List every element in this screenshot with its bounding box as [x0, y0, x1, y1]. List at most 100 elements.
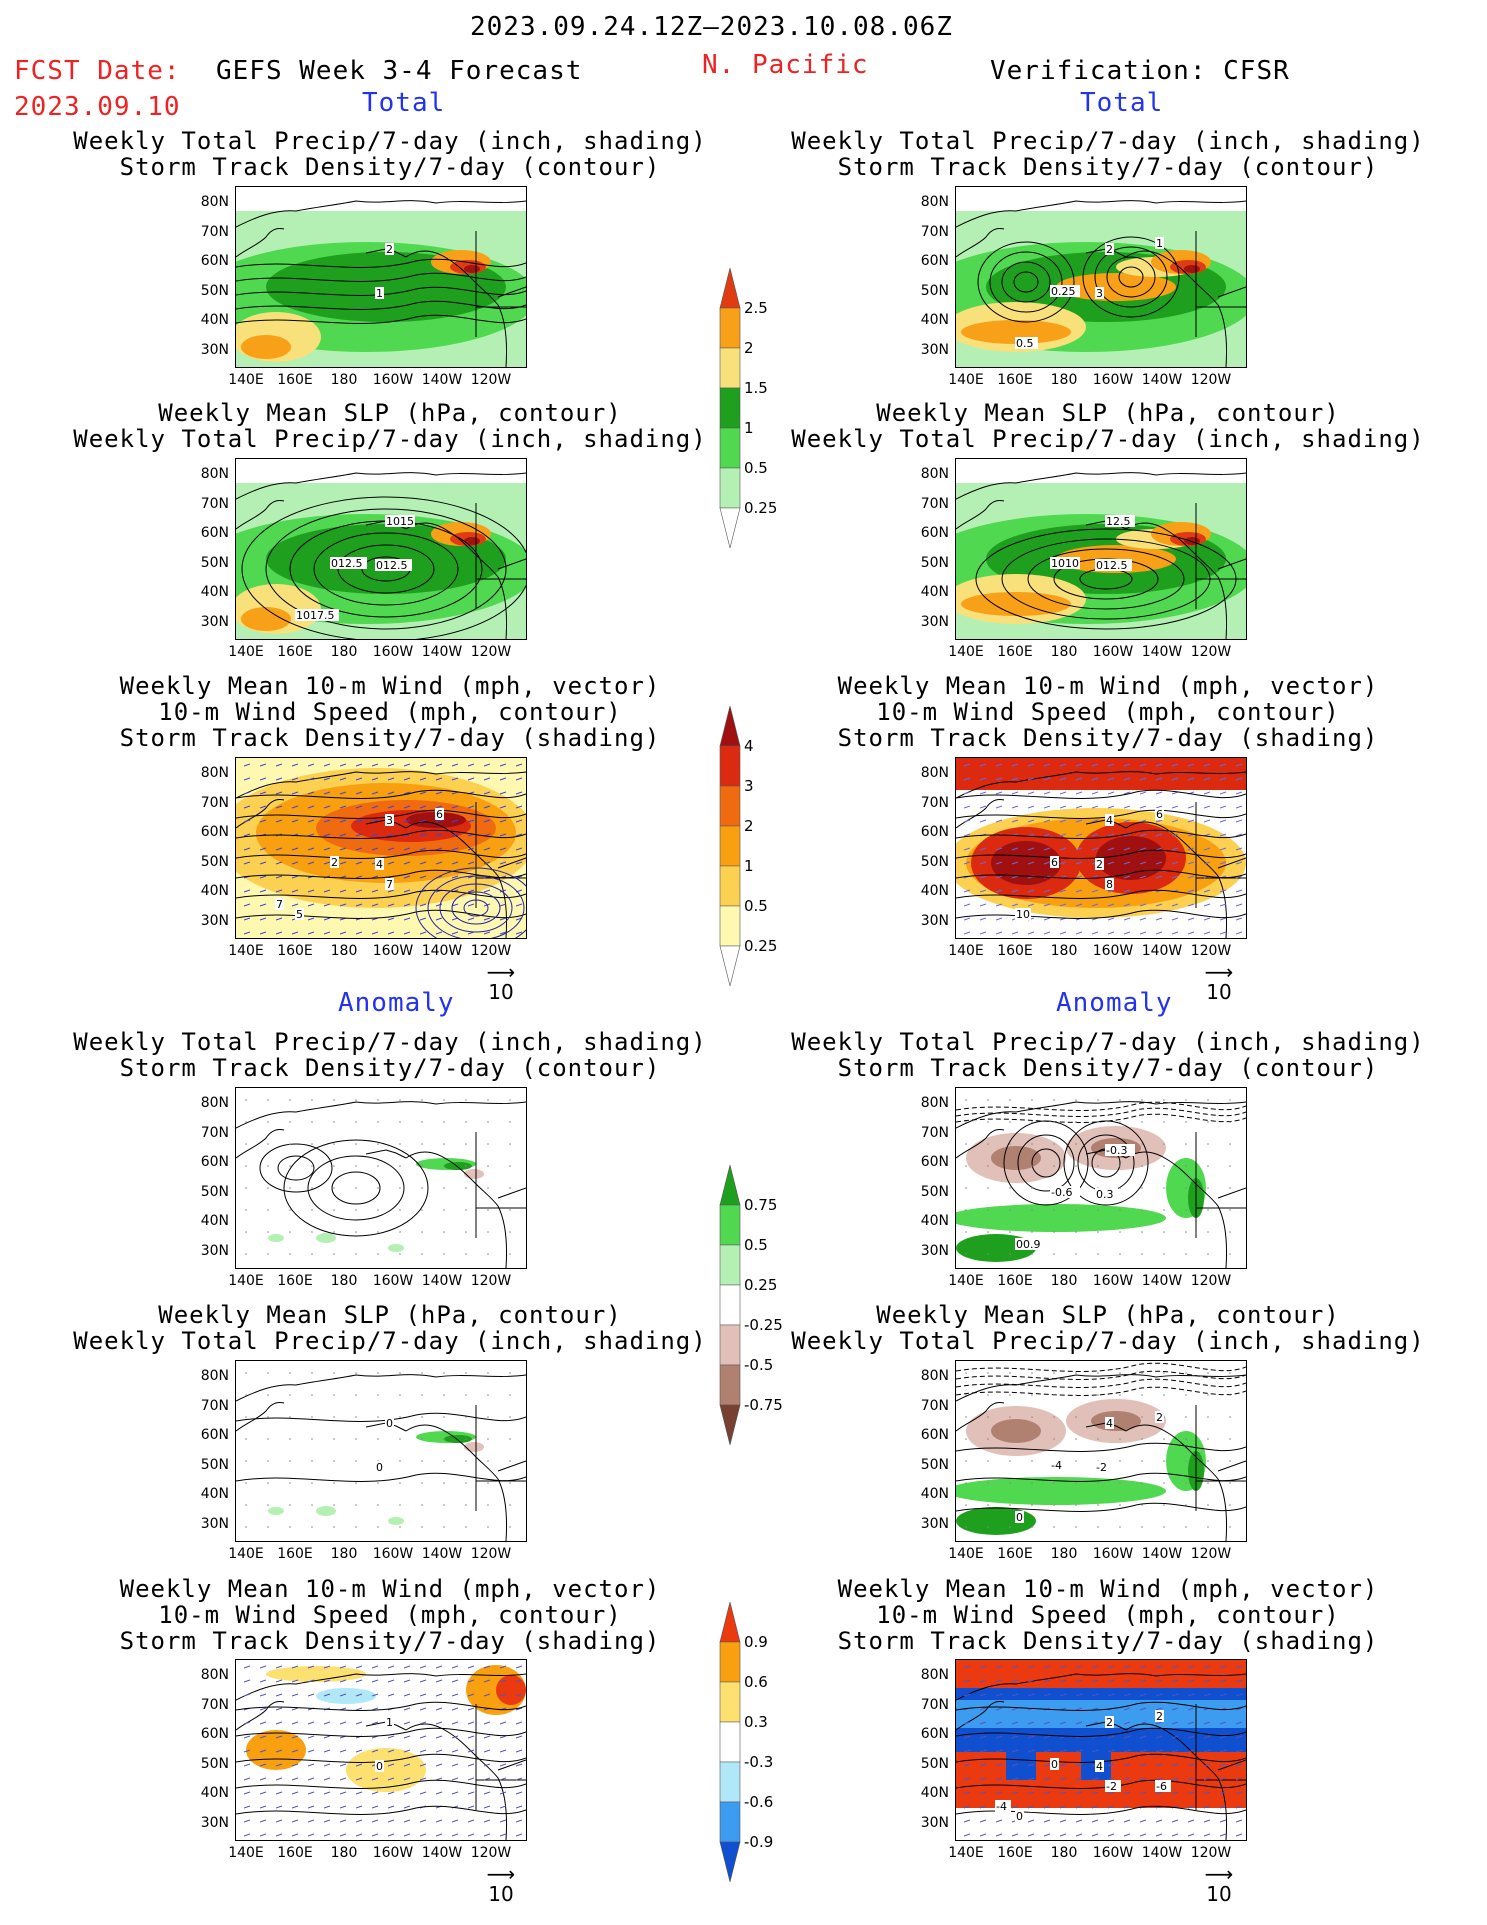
contour-label: 6 — [1051, 856, 1058, 869]
colorbar-label: 0.25 — [744, 937, 778, 955]
lon-tick-label: 160E — [997, 644, 1033, 660]
colorbar-label: 0.6 — [744, 1673, 768, 1691]
shade-region — [496, 1675, 526, 1705]
lat-tick-label: 40N — [920, 1486, 949, 1502]
lon-tick-label: 140W — [1141, 1273, 1183, 1289]
colorbar-track-total — [719, 705, 741, 987]
lon-tick-label: 160W — [1092, 943, 1134, 959]
lat-tick-label: 70N — [200, 1397, 229, 1414]
lon-tick-label: 120W — [470, 1845, 512, 1861]
lon-tick-label: 160W — [372, 644, 414, 660]
colorbar-swatch — [719, 825, 741, 867]
contour-lines — [956, 1101, 1246, 1123]
lon-tick-label: 180 — [330, 1546, 358, 1562]
vector-ref-label: 10 — [488, 980, 514, 1004]
colorbar-label: 2.5 — [744, 299, 768, 317]
colorbar-label: 0.75 — [744, 1196, 778, 1214]
contour-label: 4 — [1106, 814, 1113, 827]
colorbar-swatch — [719, 945, 741, 987]
lat-tick-label: 70N — [200, 495, 229, 512]
contour-label: 12.5 — [1106, 515, 1131, 528]
colorbar-precip-anomaly — [719, 1164, 741, 1446]
lat-tick-label: 80N — [200, 194, 229, 210]
colorbar-swatch — [719, 507, 741, 549]
contour-lines — [236, 1701, 526, 1815]
contour-lines — [956, 1701, 1246, 1815]
colorbar-label: 1 — [744, 419, 754, 437]
lat-tick-label: 80N — [920, 765, 949, 781]
fcst-date-label: FCST Date: — [14, 56, 181, 86]
lat-tick-label: 40N — [920, 1785, 949, 1801]
contour-label: 012.5 — [1096, 559, 1128, 572]
shade-region — [346, 1748, 426, 1792]
colorbar-label: -0.75 — [744, 1396, 783, 1414]
lon-tick-label: 180 — [330, 644, 358, 660]
lat-tick-label: 70N — [200, 223, 229, 240]
colorbar-swatch — [719, 785, 741, 827]
colorbar-swatch — [719, 387, 741, 429]
contour-label: 0.5 — [1016, 337, 1034, 350]
contour-label: -6 — [1156, 1780, 1167, 1793]
wind-vectors — [963, 1665, 1243, 1837]
coastline — [236, 472, 526, 639]
lat-tick-label: 60N — [920, 253, 949, 269]
lon-tick-label: 180 — [1050, 1845, 1078, 1861]
lat-tick-label: 50N — [920, 1456, 949, 1473]
panel-title: Weekly Mean SLP (hPa, contour) Weekly Tot… — [791, 1301, 1425, 1355]
contour-label: -4 — [1051, 1459, 1062, 1472]
contour-label: 0.3 — [1096, 1188, 1114, 1201]
lon-tick-label: 160E — [277, 1845, 313, 1861]
contour-label: 0 — [1016, 1810, 1023, 1823]
colorbar-label: 2 — [744, 339, 754, 357]
lat-tick-label: 50N — [920, 554, 949, 571]
contour-label: 0 — [376, 1461, 383, 1474]
lat-tick-label: 70N — [920, 794, 949, 811]
fcst-date-value: 2023.09.10 — [14, 92, 181, 122]
lat-tick-label: 70N — [920, 1696, 949, 1713]
lon-tick-label: 180 — [1050, 644, 1078, 660]
shade-region — [268, 1507, 284, 1515]
lon-tick-label: 140W — [1141, 1845, 1183, 1861]
contour-label: 2 — [1096, 858, 1103, 871]
lon-tick-label: 140E — [948, 1546, 984, 1562]
lat-tick-label: 40N — [200, 584, 229, 600]
panel-title: Weekly Mean SLP (hPa, contour) Weekly Tot… — [73, 1301, 707, 1355]
colorbar-swatch — [719, 1601, 741, 1643]
lon-tick-label: 140W — [421, 1546, 463, 1562]
lon-tick-label: 160W — [1092, 1845, 1134, 1861]
colorbar-swatch — [719, 1364, 741, 1406]
panel-title: Weekly Mean SLP (hPa, contour) Weekly Tot… — [73, 399, 707, 453]
lat-tick-label: 80N — [920, 466, 949, 482]
coastline — [236, 200, 526, 367]
lat-tick-label: 40N — [200, 1486, 229, 1502]
lon-tick-label: 160E — [997, 1845, 1033, 1861]
lon-tick-label: 160E — [997, 1546, 1033, 1562]
lat-tick-label: 70N — [920, 495, 949, 512]
contour-label: 2 — [1106, 243, 1113, 256]
shade-region — [444, 1162, 472, 1170]
section-total-left: Total — [362, 88, 446, 118]
contour-label: 6 — [436, 808, 443, 821]
lon-tick-label: 120W — [1190, 372, 1232, 388]
vector-ref-label: 10 — [488, 1882, 514, 1906]
lat-tick-label: 40N — [200, 883, 229, 899]
wind-vectors — [963, 763, 1243, 935]
colorbar-label: 3 — [744, 777, 754, 795]
colorbar-swatch — [719, 1204, 741, 1246]
panel-title: Weekly Total Precip/7-day (inch, shading… — [73, 1028, 707, 1082]
contour-label: 1 — [386, 1716, 393, 1729]
lat-tick-label: 80N — [200, 466, 229, 482]
contour-lines — [415, 867, 526, 938]
contour-lines — [236, 258, 526, 324]
lon-tick-label: 120W — [470, 943, 512, 959]
colorbar-label: -0.6 — [744, 1793, 774, 1811]
lon-tick-label: 120W — [1190, 943, 1232, 959]
panel-title: Weekly Total Precip/7-day (inch, shading… — [73, 127, 707, 181]
contour-label: 012.5 — [331, 557, 363, 570]
contour-label: 1015 — [386, 515, 414, 528]
contour-label: 2 — [386, 243, 393, 256]
contour-label: -2 — [1096, 1461, 1107, 1474]
lon-tick-label: 140E — [228, 1273, 264, 1289]
lon-tick-label: 180 — [1050, 1273, 1078, 1289]
contour-lines — [236, 789, 526, 919]
